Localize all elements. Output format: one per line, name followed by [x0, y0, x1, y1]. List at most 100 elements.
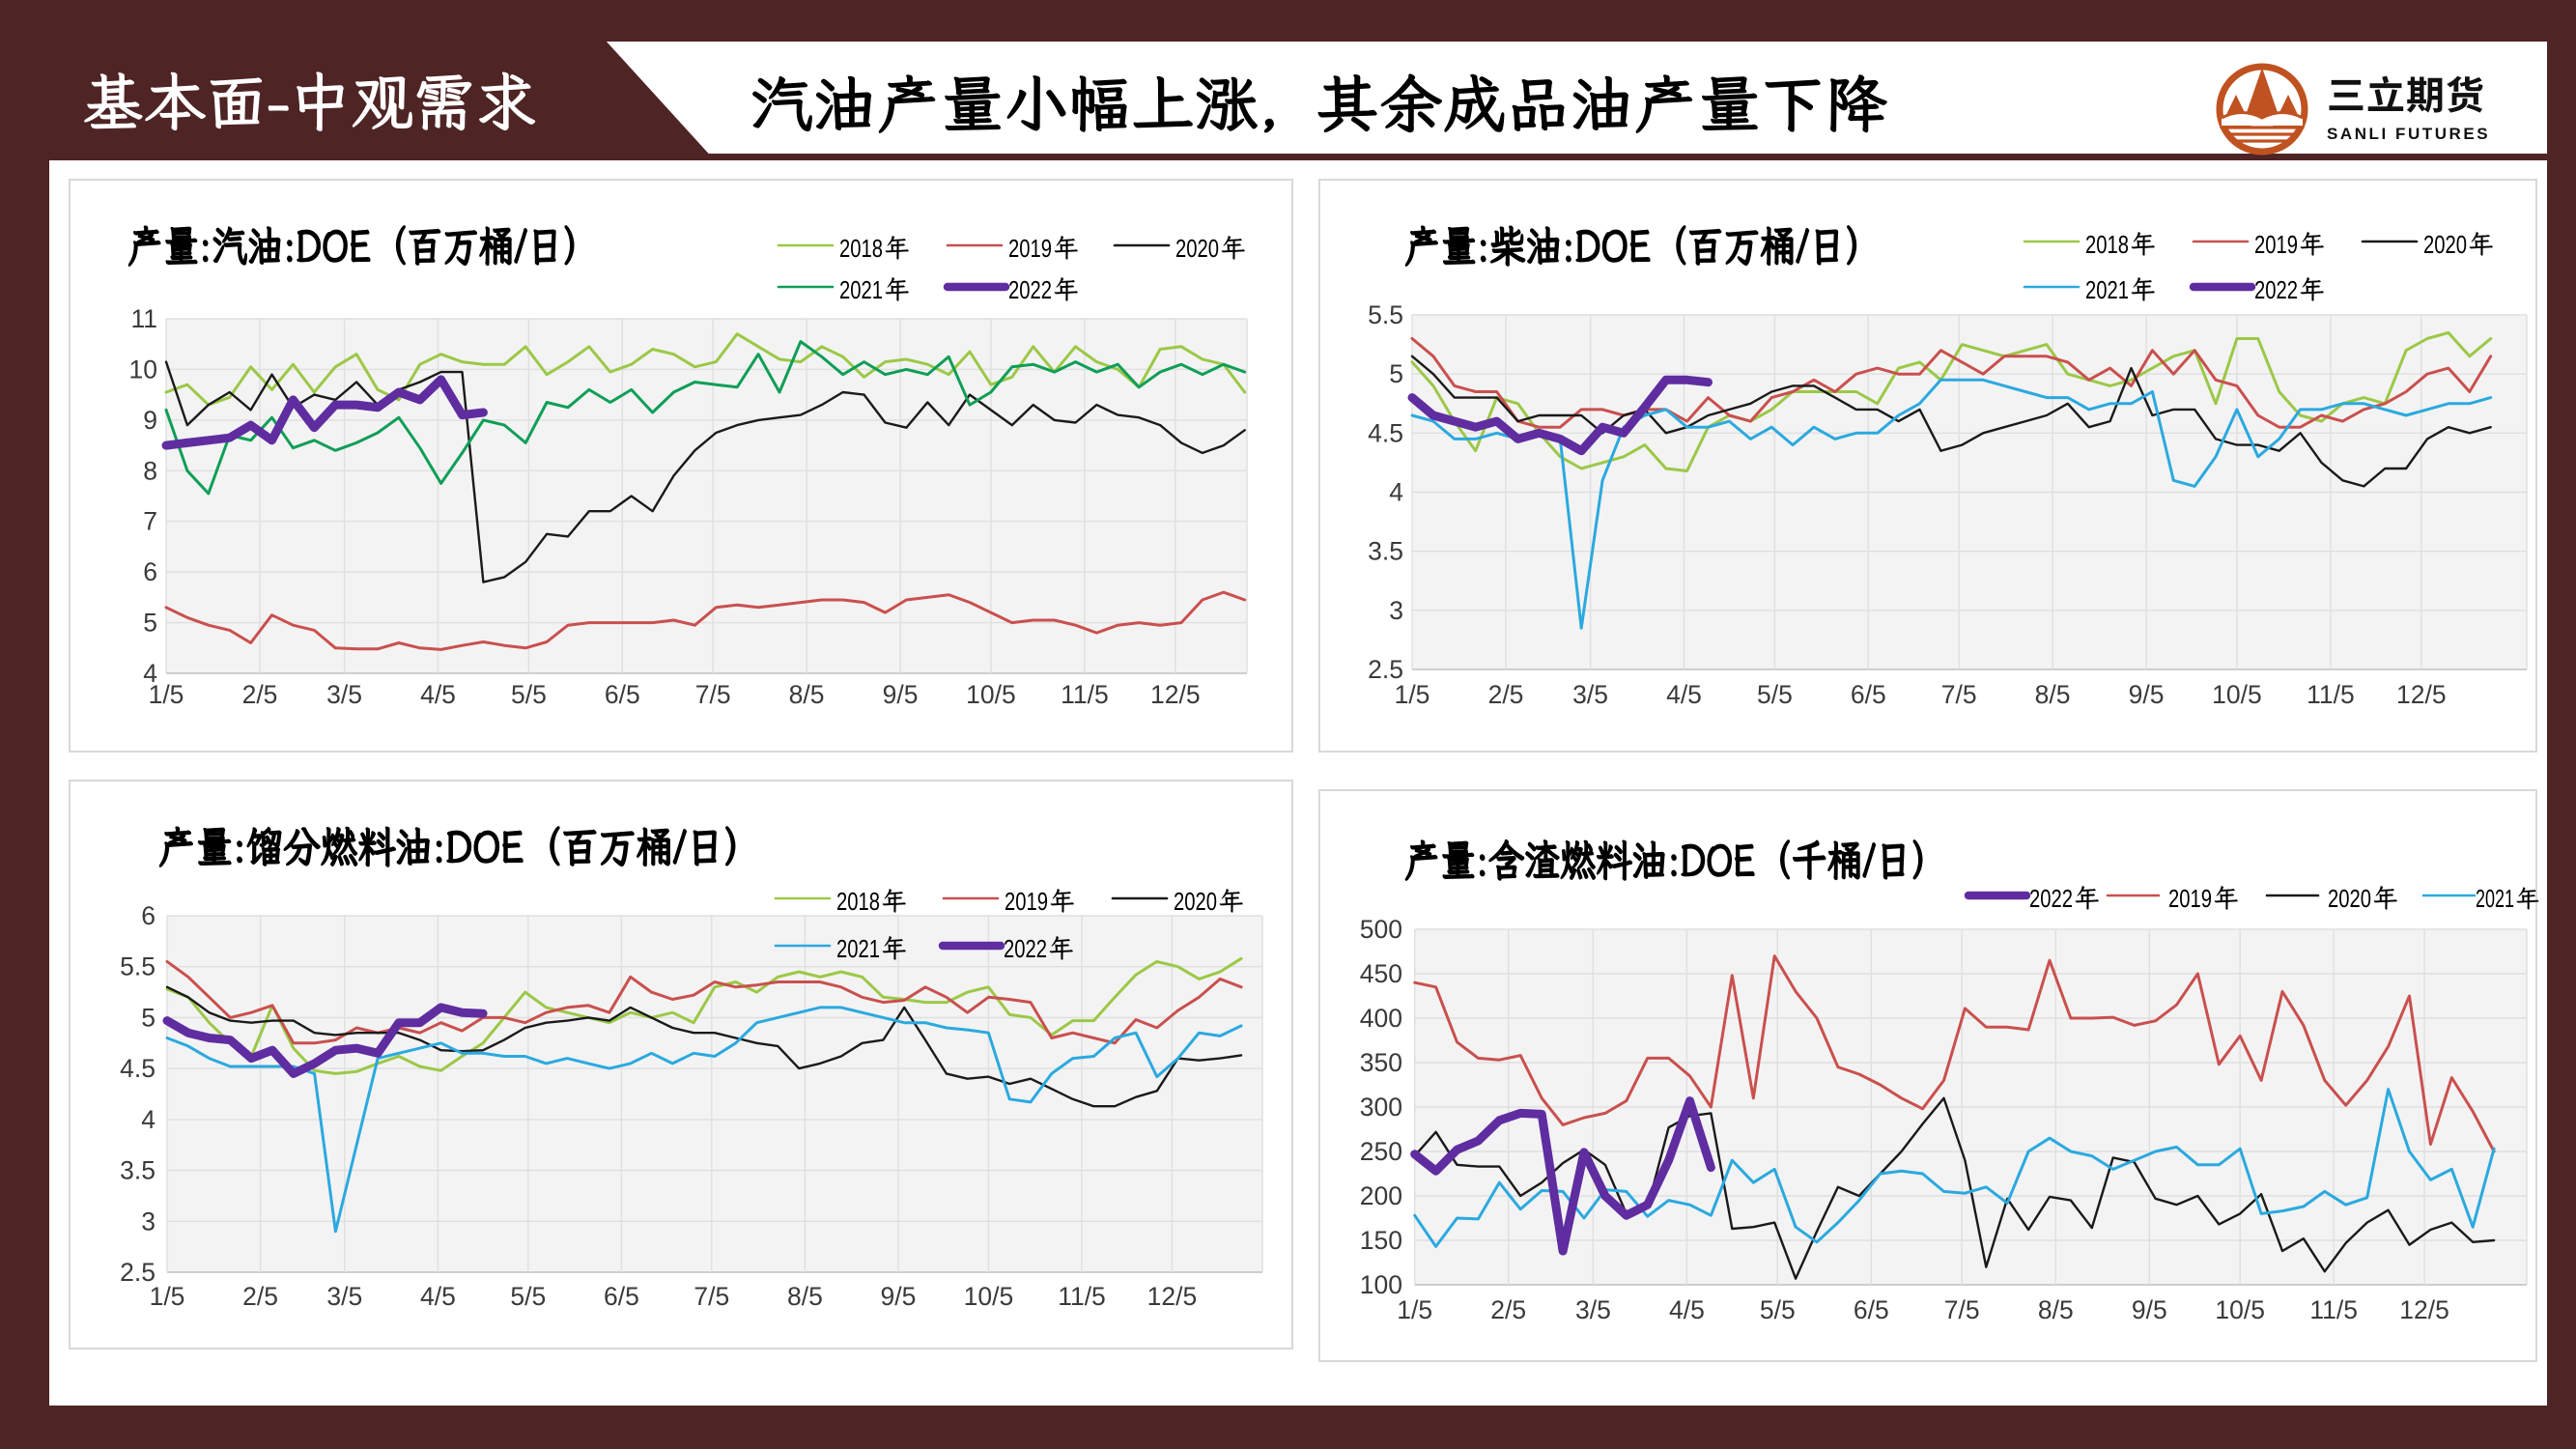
svg-text:3/5: 3/5	[1575, 1295, 1611, 1324]
svg-text:9: 9	[143, 406, 157, 435]
svg-text:2022: 2022	[2254, 275, 2298, 304]
svg-text:1/5: 1/5	[1395, 680, 1430, 709]
svg-text:6/5: 6/5	[1854, 1295, 1889, 1324]
svg-text:7: 7	[143, 507, 157, 536]
svg-text:350: 350	[1360, 1048, 1402, 1077]
svg-text:2018: 2018	[836, 887, 880, 916]
svg-text:2022: 2022	[1004, 934, 1047, 963]
svg-text:9/5: 9/5	[2132, 1295, 2167, 1324]
svg-text:2021: 2021	[2085, 275, 2129, 304]
svg-text:11: 11	[130, 304, 157, 333]
svg-text:200: 200	[1360, 1181, 1402, 1210]
svg-text:2020: 2020	[2423, 230, 2467, 259]
svg-text:3: 3	[141, 1207, 156, 1236]
svg-text:9/5: 9/5	[880, 1282, 916, 1311]
svg-text:450: 450	[1360, 959, 1402, 988]
svg-text:10/5: 10/5	[2215, 1295, 2265, 1324]
svg-text:12/5: 12/5	[2396, 680, 2447, 709]
svg-text:3/5: 3/5	[1572, 680, 1608, 709]
svg-text:2020: 2020	[2328, 884, 2371, 913]
svg-text:5/5: 5/5	[510, 1282, 546, 1311]
svg-text:5: 5	[143, 609, 157, 638]
svg-text:12/5: 12/5	[2399, 1295, 2449, 1324]
svg-text:2.5: 2.5	[120, 1258, 156, 1287]
svg-text:500: 500	[1360, 915, 1402, 944]
svg-text:11/5: 11/5	[2309, 1295, 2358, 1324]
svg-text:4/5: 4/5	[1669, 1295, 1705, 1324]
svg-text:2022: 2022	[1008, 275, 1052, 304]
svg-text:8/5: 8/5	[789, 680, 825, 709]
svg-text:1/5: 1/5	[1397, 1295, 1432, 1324]
svg-text:4: 4	[141, 1105, 156, 1134]
svg-text:12/5: 12/5	[1147, 1282, 1198, 1311]
svg-text:4.5: 4.5	[1368, 418, 1403, 447]
svg-text:100: 100	[1360, 1270, 1402, 1299]
svg-text:400: 400	[1360, 1004, 1402, 1033]
svg-text:12/5: 12/5	[1150, 680, 1201, 709]
svg-text:3.5: 3.5	[120, 1156, 156, 1185]
svg-text:2018: 2018	[839, 234, 883, 263]
svg-text:8: 8	[143, 456, 157, 485]
svg-text:3/5: 3/5	[326, 680, 362, 709]
svg-text:2019: 2019	[2168, 884, 2212, 913]
svg-text:2/5: 2/5	[1488, 680, 1524, 709]
svg-text:4: 4	[143, 659, 157, 688]
svg-text:6: 6	[141, 901, 156, 930]
svg-text:6: 6	[143, 557, 157, 586]
svg-text:7/5: 7/5	[695, 680, 731, 709]
svg-text:4/5: 4/5	[1666, 680, 1702, 709]
svg-text:2019: 2019	[1008, 234, 1052, 263]
svg-text:2021: 2021	[839, 275, 883, 304]
svg-text:2019: 2019	[1005, 887, 1048, 916]
svg-text:SANLI FUTURES: SANLI FUTURES	[2327, 125, 2490, 143]
svg-text:11/5: 11/5	[1061, 680, 1109, 709]
svg-text:10/5: 10/5	[964, 1282, 1014, 1311]
svg-text:6/5: 6/5	[605, 680, 640, 709]
svg-text:2/5: 2/5	[1490, 1295, 1526, 1324]
svg-text:1/5: 1/5	[150, 1282, 185, 1311]
svg-text:2021: 2021	[2476, 884, 2514, 913]
svg-text:150: 150	[1360, 1226, 1402, 1255]
svg-text:5: 5	[141, 1003, 156, 1032]
svg-text:4.5: 4.5	[120, 1054, 156, 1083]
svg-text:5.5: 5.5	[1368, 300, 1403, 329]
svg-text:5/5: 5/5	[1760, 1295, 1796, 1324]
svg-text:11/5: 11/5	[1058, 1282, 1106, 1311]
svg-text:4/5: 4/5	[420, 680, 456, 709]
svg-text:5/5: 5/5	[511, 680, 547, 709]
svg-text:4/5: 4/5	[420, 1282, 456, 1311]
svg-text:3.5: 3.5	[1368, 537, 1403, 566]
svg-text:2018: 2018	[2085, 230, 2129, 259]
svg-text:7/5: 7/5	[1944, 1295, 1980, 1324]
svg-text:9/5: 9/5	[883, 680, 919, 709]
svg-text:3: 3	[1389, 596, 1403, 625]
svg-text:5/5: 5/5	[1757, 680, 1793, 709]
svg-text:9/5: 9/5	[2129, 680, 2165, 709]
svg-text:10/5: 10/5	[2212, 680, 2262, 709]
svg-text:8/5: 8/5	[2035, 680, 2071, 709]
svg-text:300: 300	[1360, 1093, 1402, 1122]
svg-text:7/5: 7/5	[694, 1282, 729, 1311]
svg-text:250: 250	[1360, 1137, 1402, 1166]
svg-text:4: 4	[1389, 478, 1403, 507]
svg-text:2019: 2019	[2254, 230, 2298, 259]
svg-text:2020: 2020	[1175, 234, 1219, 263]
svg-text:2/5: 2/5	[242, 1282, 278, 1311]
svg-text:2020: 2020	[1174, 887, 1217, 916]
svg-text:5: 5	[1389, 359, 1403, 388]
svg-text:6/5: 6/5	[1851, 680, 1886, 709]
svg-text:7/5: 7/5	[1941, 680, 1977, 709]
svg-text:1/5: 1/5	[149, 680, 184, 709]
svg-text:2/5: 2/5	[242, 680, 278, 709]
svg-text:2021: 2021	[836, 934, 880, 963]
svg-text:3/5: 3/5	[326, 1282, 362, 1311]
svg-text:5.5: 5.5	[120, 952, 156, 981]
svg-text:8/5: 8/5	[2038, 1295, 2074, 1324]
svg-text:2022: 2022	[2029, 884, 2073, 913]
svg-text:8/5: 8/5	[787, 1282, 823, 1311]
svg-text:10/5: 10/5	[966, 680, 1016, 709]
svg-text:11/5: 11/5	[2307, 680, 2355, 709]
svg-text:2.5: 2.5	[1368, 655, 1403, 684]
svg-text:6/5: 6/5	[604, 1282, 639, 1311]
svg-text:10: 10	[129, 355, 157, 384]
